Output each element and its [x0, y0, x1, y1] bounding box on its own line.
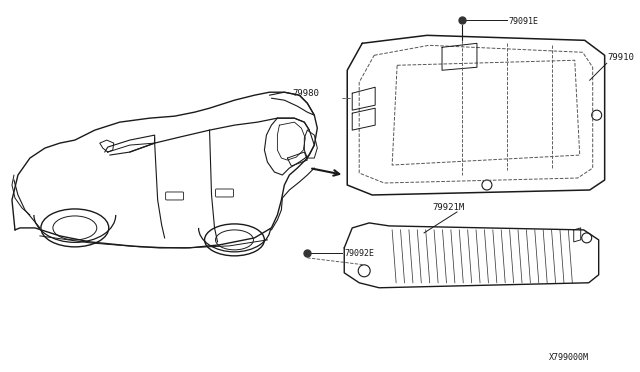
Text: 79980: 79980	[292, 89, 319, 98]
Text: X799000M: X799000M	[548, 353, 589, 362]
Text: 79091E: 79091E	[509, 17, 539, 26]
Text: 79910: 79910	[607, 53, 634, 62]
Text: 79921M: 79921M	[432, 203, 464, 212]
Text: 79092E: 79092E	[344, 249, 374, 258]
